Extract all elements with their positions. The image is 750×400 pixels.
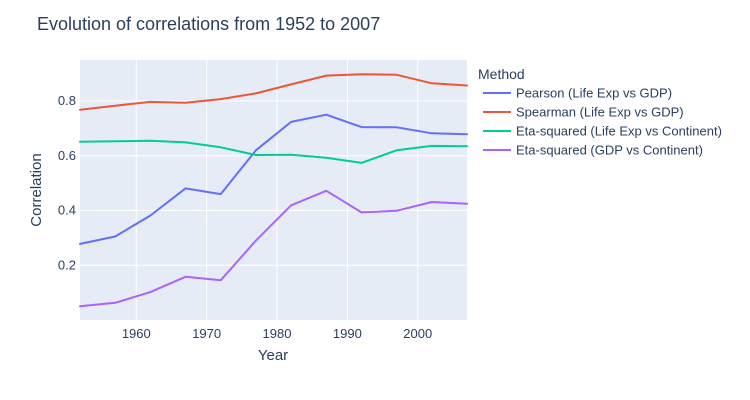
y-tick-label: 0.2 bbox=[58, 257, 76, 272]
axis-ticks: 1960 1970 1980 1990 2000 0.2 0.4 0.6 0.8 bbox=[58, 93, 432, 341]
series-lines bbox=[79, 73, 468, 308]
series-line bbox=[79, 73, 468, 111]
legend: Method Pearson (Life Exp vs GDP) Spearman… bbox=[478, 66, 722, 158]
x-tick-label: 1990 bbox=[333, 326, 362, 341]
x-axis-title: Year bbox=[258, 347, 288, 364]
series-line bbox=[79, 189, 468, 308]
x-tick-label: 2000 bbox=[403, 326, 432, 341]
legend-label: Eta-squared (GDP vs Continent) bbox=[516, 143, 703, 158]
y-tick-label: 0.4 bbox=[58, 203, 76, 218]
x-tick-label: 1970 bbox=[192, 326, 221, 341]
legend-label: Spearman (Life Exp vs GDP) bbox=[516, 105, 684, 120]
y-axis-title: Correlation bbox=[28, 153, 45, 226]
series-line bbox=[79, 139, 468, 164]
x-tick-label: 1960 bbox=[122, 326, 151, 341]
legend-title: Method bbox=[478, 66, 525, 82]
legend-label: Pearson (Life Exp vs GDP) bbox=[516, 86, 672, 101]
x-tick-label: 1980 bbox=[263, 326, 292, 341]
series-line bbox=[79, 113, 468, 245]
gridlines bbox=[80, 60, 467, 320]
y-tick-label: 0.6 bbox=[58, 148, 76, 163]
legend-label: Eta-squared (Life Exp vs Continent) bbox=[516, 124, 722, 139]
plot-area bbox=[80, 60, 467, 320]
chart-title: Evolution of correlations from 1952 to 2… bbox=[37, 14, 380, 34]
y-tick-label: 0.8 bbox=[58, 93, 76, 108]
